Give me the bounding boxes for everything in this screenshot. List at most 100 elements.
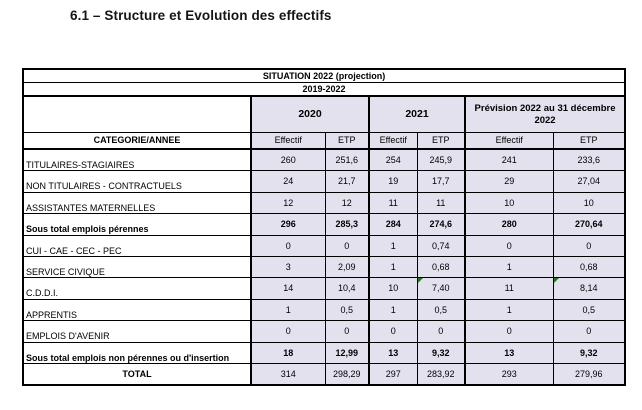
table-row-assistantes-maternelles: ASSISTANTES MATERNELLES 12 12 11 11 10 1… — [22, 191, 626, 215]
cell-value: 297 — [368, 362, 418, 386]
cell-value: 270,64 — [552, 213, 626, 236]
row-label: CUI - CAE - CEC - PEC — [22, 234, 252, 257]
cell-value: 0,68 — [552, 255, 626, 279]
cell-value: 10 — [464, 191, 554, 215]
table-row-soustotal-perennes: Sous total emplois pérennes 296 285,3 28… — [22, 213, 626, 236]
category-header: CATEGORIE/ANNEE — [22, 132, 252, 150]
cell-value: 0 — [552, 234, 626, 257]
subheader-effectif-2021: Effectif — [368, 132, 418, 150]
cell-value: 1 — [368, 234, 418, 257]
year-header-prevision-2022: Prévision 2022 au 31 décembre 2022 — [464, 95, 626, 133]
cell-value: 0 — [464, 234, 554, 257]
table-row-non-titulaires-contractuels: NON TITULAIRES - CONTRACTUELS 24 21,7 19… — [22, 170, 626, 193]
cell-value: 27,04 — [552, 170, 626, 193]
year-header-2020: 2020 — [250, 95, 370, 133]
cell-value: 0 — [416, 320, 466, 343]
row-label: APPRENTIS — [22, 298, 252, 322]
cell-value: 0,74 — [416, 234, 466, 257]
cell-value: 279,96 — [552, 362, 626, 386]
cell-value: 314 — [250, 362, 326, 386]
table-row-cui-cae-cec-pec: CUI - CAE - CEC - PEC 0 0 1 0,74 0 0 — [22, 234, 626, 257]
table-row-emplois-avenir: EMPLOIS D'AVENIR 0 0 0 0 0 0 — [22, 320, 626, 343]
cell-value: 0 — [324, 234, 370, 257]
cell-value: 18 — [250, 341, 326, 364]
comment-marker-icon — [554, 278, 559, 284]
row-label: SERVICE CIVIQUE — [22, 255, 252, 279]
cell-value: 19 — [368, 170, 418, 193]
table-row-soustotal-non-perennes: Sous total emplois non pérennes ou d'ins… — [22, 341, 626, 364]
subheader-etp-2021: ETP — [416, 132, 466, 150]
cell-value: 13 — [464, 341, 554, 364]
cell-value: 1 — [368, 298, 418, 322]
cell-value: 0,5 — [324, 298, 370, 322]
period-label: 2019-2022 — [22, 82, 626, 97]
cell-value: 284 — [368, 213, 418, 236]
cell-value: 7,40 — [431, 283, 450, 294]
cell-value: 274,6 — [416, 213, 466, 236]
cell-value: 296 — [250, 213, 326, 236]
cell-value: 12,99 — [324, 341, 370, 364]
comment-marker-icon — [418, 278, 423, 284]
cell-value: 0,5 — [552, 298, 626, 322]
table-row-total: TOTAL 314 298,29 297 283,92 293 279,96 — [22, 362, 626, 386]
cell-value: 11 — [416, 191, 466, 215]
cell-value: 10 — [368, 277, 418, 300]
cell-value: 0 — [464, 320, 554, 343]
cell-value: 260 — [250, 148, 326, 172]
cell-value: 10 — [552, 191, 626, 215]
cell-value: 293 — [464, 362, 554, 386]
cell-value: 11 — [368, 191, 418, 215]
subheader-row: CATEGORIE/ANNEE Effectif ETP Effectif ET… — [22, 132, 626, 150]
cell-value: 14 — [250, 277, 326, 300]
subheader-etp-2022: ETP — [552, 132, 626, 150]
cell-value: 17,7 — [416, 170, 466, 193]
cell-value: 245,9 — [416, 148, 466, 172]
cell-value: 8,14 — [580, 283, 598, 294]
row-label: TITULAIRES-STAGIAIRES — [22, 148, 252, 172]
cell-value: 29 — [464, 170, 554, 193]
year-header-row: 2020 2021 Prévision 2022 au 31 décembre … — [22, 95, 626, 133]
cell-value: 0 — [552, 320, 626, 343]
cell-value: 0 — [368, 320, 418, 343]
empty-corner-cell — [22, 95, 252, 133]
row-label: Sous total emplois pérennes — [22, 213, 252, 236]
cell-value: 0 — [250, 320, 326, 343]
period-row: 2019-2022 — [22, 82, 626, 97]
cell-with-comment: 7,40 — [416, 277, 466, 300]
year-header-2021: 2021 — [368, 95, 466, 133]
cell-value: 0 — [324, 320, 370, 343]
row-label: C.D.D.I. — [22, 277, 252, 300]
cell-value: 3 — [250, 255, 326, 279]
cell-value: 1 — [368, 255, 418, 279]
cell-value: 285,3 — [324, 213, 370, 236]
row-label: EMPLOIS D'AVENIR — [22, 320, 252, 343]
cell-value: 2,09 — [324, 255, 370, 279]
page-title: 6.1 – Structure et Evolution des effecti… — [70, 8, 332, 23]
row-label: NON TITULAIRES - CONTRACTUELS — [22, 170, 252, 193]
row-label: ASSISTANTES MATERNELLES — [22, 191, 252, 215]
cell-value: 10,4 — [324, 277, 370, 300]
cell-value: 0,68 — [416, 255, 466, 279]
cell-value: 0,5 — [416, 298, 466, 322]
cell-value: 1 — [464, 298, 554, 322]
cell-value: 9,32 — [552, 341, 626, 364]
subheader-effectif-2020: Effectif — [250, 132, 326, 150]
cell-value: 9,32 — [416, 341, 466, 364]
cell-value: 24 — [250, 170, 326, 193]
effectifs-table: SITUATION 2022 (projection) 2019-2022 20… — [22, 68, 627, 387]
situation-title: SITUATION 2022 (projection) — [22, 68, 626, 83]
cell-value: 0 — [250, 234, 326, 257]
cell-value: 233,6 — [552, 148, 626, 172]
table-row-apprentis: APPRENTIS 1 0,5 1 0,5 1 0,5 — [22, 298, 626, 322]
cell-value: 11 — [464, 277, 554, 300]
cell-value: 298,29 — [324, 362, 370, 386]
cell-value: 283,92 — [416, 362, 466, 386]
subheader-etp-2020: ETP — [324, 132, 370, 150]
cell-value: 280 — [464, 213, 554, 236]
subheader-effectif-2022: Effectif — [464, 132, 554, 150]
table-title-row: SITUATION 2022 (projection) — [22, 68, 626, 83]
cell-value: 251,6 — [324, 148, 370, 172]
row-label: TOTAL — [22, 362, 252, 386]
cell-value: 21,7 — [324, 170, 370, 193]
cell-value: 254 — [368, 148, 418, 172]
